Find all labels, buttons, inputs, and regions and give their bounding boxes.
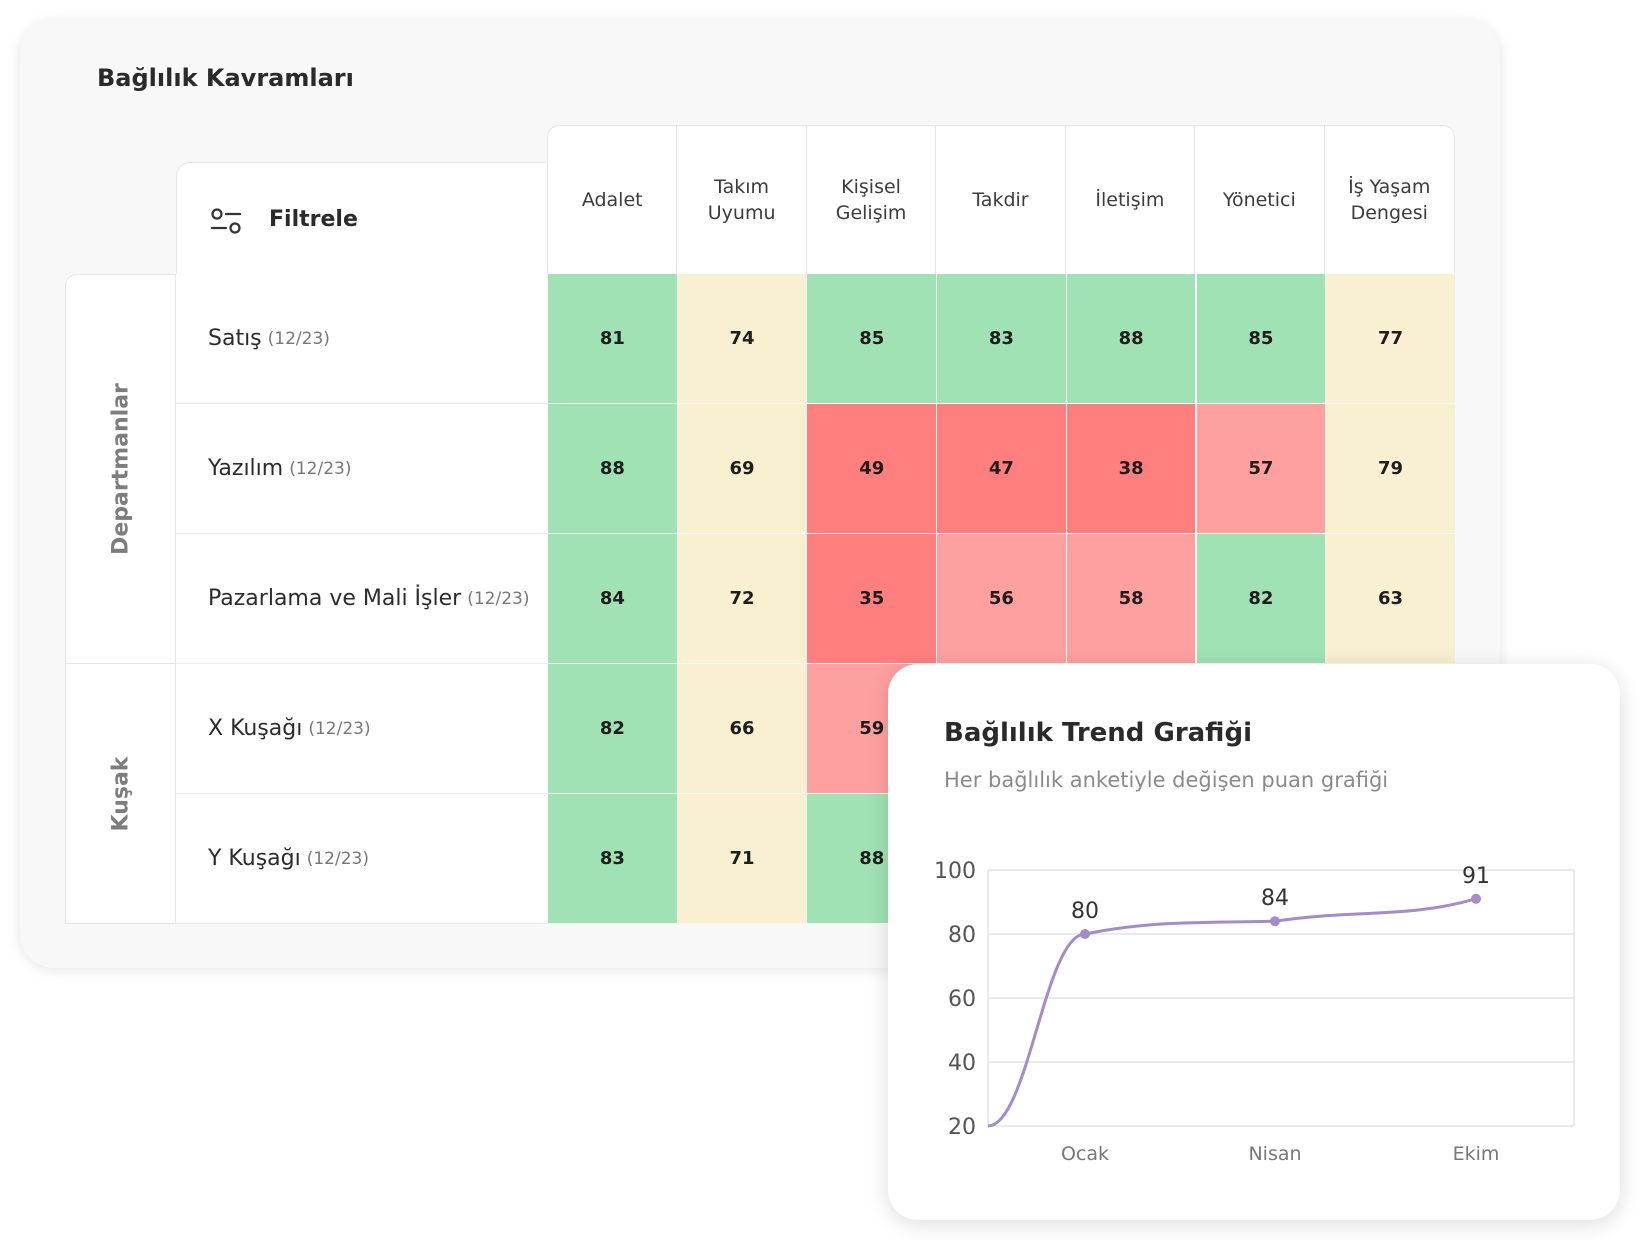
score-cell[interactable]: 47 bbox=[937, 404, 1066, 533]
data-label: 80 bbox=[1071, 899, 1099, 924]
column-header[interactable]: Yönetici bbox=[1195, 126, 1325, 274]
score-cell[interactable]: 56 bbox=[937, 534, 1066, 663]
score-cell[interactable]: 83 bbox=[937, 274, 1066, 403]
row-label[interactable]: Y Kuşağı (12/23) bbox=[176, 794, 548, 924]
filter-label: Filtrele bbox=[269, 207, 358, 232]
x-tick-label: Ocak bbox=[1061, 1143, 1109, 1165]
row-name: Y Kuşağı bbox=[208, 846, 301, 871]
row-name: Pazarlama ve Mali İşler bbox=[208, 586, 462, 611]
row-name: Satış bbox=[208, 326, 262, 351]
row-date: (12/23) bbox=[289, 458, 352, 479]
row-label[interactable]: Satış (12/23) bbox=[176, 274, 548, 404]
group-label: Departmanlar bbox=[108, 383, 133, 555]
y-tick-label: 40 bbox=[948, 1051, 976, 1076]
y-tick-label: 60 bbox=[948, 987, 976, 1012]
score-cell[interactable]: 85 bbox=[807, 274, 937, 403]
data-point bbox=[1270, 916, 1280, 927]
score-cell[interactable]: 85 bbox=[1196, 274, 1326, 403]
filter-button[interactable]: Filtrele bbox=[176, 162, 548, 274]
filter-icon bbox=[211, 208, 241, 234]
score-cell[interactable]: 77 bbox=[1326, 274, 1455, 403]
row-date: (12/23) bbox=[267, 328, 330, 349]
row-name: X Kuşağı bbox=[208, 716, 303, 741]
score-cell[interactable]: 57 bbox=[1196, 404, 1326, 533]
column-header[interactable]: İletişim bbox=[1066, 126, 1196, 274]
score-cell[interactable]: 35 bbox=[807, 534, 937, 663]
score-cell[interactable]: 79 bbox=[1326, 404, 1455, 533]
score-cell[interactable]: 82 bbox=[548, 664, 677, 793]
trend-title: Bağlılık Trend Grafiği bbox=[944, 718, 1252, 748]
score-cell[interactable]: 81 bbox=[548, 274, 677, 403]
trend-chart: 100 80 60 40 20 80 84 91 Ocak Nisan Ekim bbox=[934, 859, 1575, 1165]
data-point bbox=[1471, 893, 1481, 904]
row-date: (12/23) bbox=[306, 848, 369, 869]
score-cell[interactable]: 71 bbox=[677, 794, 807, 923]
column-header[interactable]: Takım Uyumu bbox=[677, 126, 807, 274]
row-label[interactable]: Yazılım (12/23) bbox=[176, 404, 548, 534]
row-label[interactable]: Pazarlama ve Mali İşler (12/23) bbox=[176, 534, 548, 664]
data-label: 91 bbox=[1462, 864, 1490, 889]
y-tick-label: 20 bbox=[948, 1115, 976, 1140]
matrix-title: Bağlılık Kavramları bbox=[97, 64, 354, 92]
score-cell[interactable]: 63 bbox=[1326, 534, 1455, 663]
row-name: Yazılım bbox=[208, 456, 284, 481]
data-point bbox=[1080, 929, 1090, 939]
row-date: (12/23) bbox=[308, 718, 371, 739]
score-cell[interactable]: 84 bbox=[548, 534, 677, 663]
x-tick-label: Nisan bbox=[1248, 1143, 1301, 1165]
column-header-row: Adalet Takım Uyumu Kişisel Gelişim Takdi… bbox=[547, 125, 1455, 274]
data-label: 84 bbox=[1261, 886, 1289, 911]
score-cell[interactable]: 58 bbox=[1066, 534, 1196, 663]
group-generation: Kuşak bbox=[65, 664, 176, 924]
y-tick-label: 80 bbox=[948, 923, 976, 948]
column-header[interactable]: Adalet bbox=[548, 126, 678, 274]
score-cell[interactable]: 88 bbox=[548, 404, 677, 533]
score-cell[interactable]: 38 bbox=[1066, 404, 1196, 533]
column-header[interactable]: Takdir bbox=[936, 126, 1066, 274]
score-cell[interactable]: 82 bbox=[1196, 534, 1326, 663]
score-cell[interactable]: 49 bbox=[807, 404, 937, 533]
trend-subtitle: Her bağlılık anketiyle değişen puan graf… bbox=[944, 768, 1389, 792]
y-tick-label: 100 bbox=[934, 859, 976, 884]
group-label: Kuşak bbox=[108, 756, 133, 831]
score-cell[interactable]: 74 bbox=[677, 274, 807, 403]
row-label[interactable]: X Kuşağı (12/23) bbox=[176, 664, 548, 794]
score-cell[interactable]: 66 bbox=[677, 664, 807, 793]
score-cell[interactable]: 72 bbox=[677, 534, 807, 663]
score-cell[interactable]: 88 bbox=[1066, 274, 1196, 403]
trend-line bbox=[987, 897, 1477, 1128]
group-departments: Departmanlar bbox=[65, 274, 176, 664]
score-cell[interactable]: 83 bbox=[548, 794, 677, 923]
column-header[interactable]: Kişisel Gelişim bbox=[807, 126, 937, 274]
row-date: (12/23) bbox=[467, 588, 530, 609]
column-header[interactable]: İş Yaşam Dengesi bbox=[1348, 176, 1431, 224]
trend-chart-card: Bağlılık Trend Grafiği Her bağlılık anke… bbox=[888, 664, 1620, 1220]
score-cell[interactable]: 69 bbox=[677, 404, 807, 533]
x-tick-label: Ekim bbox=[1453, 1143, 1500, 1165]
